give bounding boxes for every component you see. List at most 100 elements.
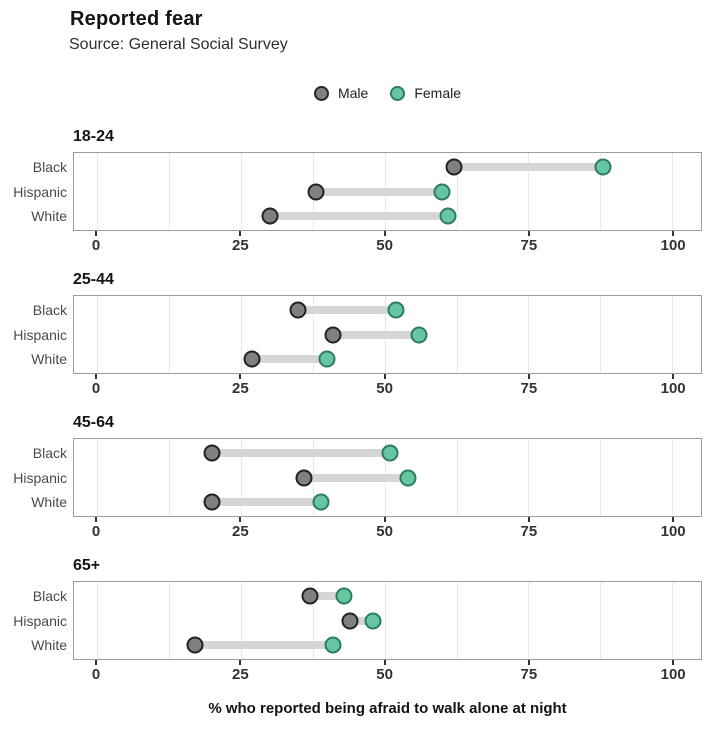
tick-label: 75 [520, 666, 538, 683]
facet-panel: Black Hispanic White [13, 152, 702, 231]
gridline [312, 582, 314, 659]
gridline [600, 153, 602, 230]
female-dot [594, 158, 612, 176]
gridline [97, 296, 98, 373]
row-label-white: White [31, 207, 67, 224]
x-axis-title: % who reported being afraid to walk alon… [208, 700, 567, 717]
gridline [97, 153, 98, 230]
x-axis: 0 25 50 75 100 [73, 660, 702, 686]
gridline [456, 439, 458, 516]
legend-item-male: Male [313, 85, 368, 101]
tick-label: 0 [91, 666, 101, 683]
male-dot [203, 493, 221, 511]
male-dot [289, 301, 307, 319]
dumbbell-segment [212, 449, 391, 458]
x-axis: 0 25 50 75 100 [73, 231, 702, 257]
gridline [456, 582, 458, 659]
row-label-hispanic: Hispanic [13, 326, 67, 343]
gridline [672, 582, 674, 659]
female-dot [364, 612, 382, 629]
tick-mark [95, 231, 98, 236]
tick-label: 0 [91, 237, 101, 254]
gridline [168, 439, 170, 516]
male-legend-dot-icon [313, 85, 329, 101]
female-dot [387, 301, 405, 319]
facet-header: 65+ [73, 557, 101, 574]
female-dot [410, 326, 428, 343]
gridline [600, 439, 602, 516]
tick-mark [383, 660, 386, 665]
male-dot [307, 183, 325, 200]
gridline [600, 582, 602, 659]
tick-mark [95, 660, 98, 665]
tick-label: 50 [376, 237, 393, 254]
male-dot [445, 158, 463, 176]
facet-container: 18-24 Black Hispanic White 0 25 50 75 100 25-44 Bl… [0, 128, 714, 686]
female-dot [312, 493, 330, 511]
facet-25-44: 25-44 Black Hispanic White 0 25 50 75 100 [0, 271, 714, 400]
female-dot [381, 444, 399, 462]
female-legend-dot-icon [390, 85, 406, 101]
male-dot [261, 207, 279, 225]
tick-label: 100 [660, 380, 686, 397]
tick-mark [672, 374, 675, 379]
row-label-white: White [31, 493, 67, 510]
tick-label: 100 [660, 523, 686, 540]
facet-panel: Black Hispanic White [13, 295, 702, 374]
tick-mark [95, 517, 98, 522]
facet-panel: Black Hispanic White [13, 438, 702, 517]
gridline [240, 582, 242, 659]
female-dot [399, 469, 417, 486]
gridline [240, 439, 242, 516]
tick-mark [383, 517, 386, 522]
gridline [97, 439, 98, 516]
dumbbell-segment [298, 306, 397, 315]
facet-header: 25-44 [73, 271, 114, 288]
tick-label: 75 [520, 237, 538, 254]
male-dot [301, 587, 319, 605]
tick-mark [239, 517, 242, 522]
tick-label: 100 [660, 237, 686, 254]
tick-mark [239, 231, 242, 236]
row-label-black: Black [32, 302, 67, 319]
tick-mark [672, 517, 675, 522]
dumbbell-segment [269, 211, 448, 220]
tick-label: 25 [232, 666, 249, 683]
dumbbell-segment [212, 497, 322, 506]
tick-label: 25 [232, 237, 249, 254]
tick-mark [672, 231, 675, 236]
row-label-black: Black [32, 159, 67, 176]
chart-subtitle: Source: General Social Survey [69, 36, 288, 53]
male-dot [243, 350, 261, 368]
facet-panel: Black Hispanic White [13, 581, 702, 660]
tick-label: 25 [232, 523, 249, 540]
tick-label: 100 [660, 666, 686, 683]
facet-header: 45-64 [73, 414, 114, 431]
tick-label: 50 [376, 666, 393, 683]
female-dot [318, 350, 336, 368]
tick-label: 75 [520, 523, 538, 540]
gridline [384, 582, 386, 659]
gridline [672, 153, 674, 230]
tick-mark [383, 231, 386, 236]
row-label-hispanic: Hispanic [13, 183, 67, 200]
tick-label: 0 [91, 380, 101, 397]
row-label-white: White [31, 350, 67, 367]
x-axis: 0 25 50 75 100 [73, 517, 702, 543]
dumbbell-segment [350, 616, 374, 625]
row-label-white: White [31, 636, 67, 653]
tick-label: 50 [376, 380, 393, 397]
legend: Male Female [73, 84, 702, 102]
gridline [528, 439, 530, 516]
dumbbell-segment [315, 187, 443, 196]
female-dot [433, 183, 451, 200]
gridline [456, 296, 458, 373]
dumbbell-segment [453, 163, 604, 172]
male-dot [341, 612, 359, 629]
legend-item-female: Female [390, 85, 461, 101]
dumbbell-segment [194, 640, 333, 649]
tick-label: 75 [520, 380, 538, 397]
male-dot [324, 326, 342, 343]
gridline [240, 296, 242, 373]
